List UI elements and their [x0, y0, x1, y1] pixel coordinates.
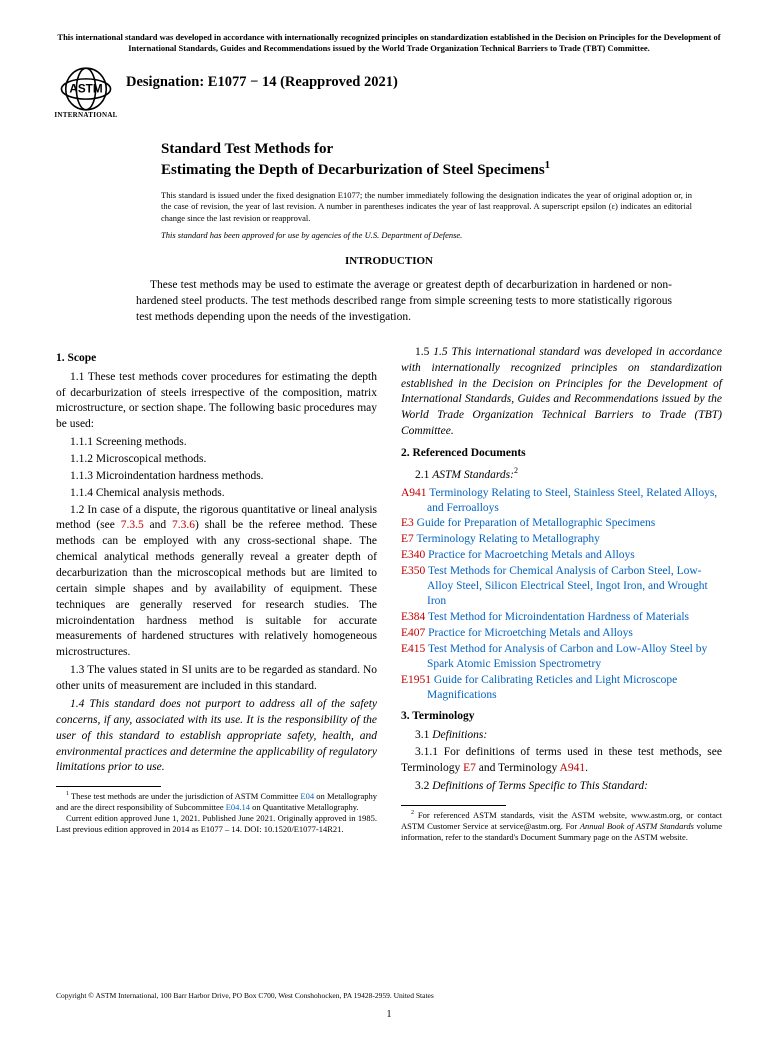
- section-3-heading: 3. Terminology: [401, 709, 722, 725]
- reference-title: Guide for Preparation of Metallographic …: [414, 517, 655, 529]
- designation-line: Designation: E1077 − 14 (Reapproved 2021…: [126, 65, 398, 93]
- link-736[interactable]: 7.3.6: [172, 519, 195, 531]
- reference-title: Test Method for Microindentation Hardnes…: [425, 611, 689, 623]
- svg-text:ASTM: ASTM: [69, 83, 102, 96]
- reference-title: Terminology Relating to Steel, Stainless…: [427, 487, 718, 514]
- reference-code: E7: [401, 533, 414, 545]
- para-3-1-1: 3.1.1 For definitions of terms used in t…: [401, 745, 722, 777]
- reference-item[interactable]: E3 Guide for Preparation of Metallograph…: [401, 516, 722, 531]
- copyright-line: Copyright © ASTM International, 100 Barr…: [56, 991, 722, 1001]
- logo-subtext: INTERNATIONAL: [54, 111, 117, 120]
- link-735[interactable]: 7.3.5: [121, 519, 144, 531]
- reference-title: Practice for Microetching Metals and All…: [425, 627, 633, 639]
- reference-code: E415: [401, 643, 425, 655]
- reference-item[interactable]: A941 Terminology Relating to Steel, Stai…: [401, 486, 722, 516]
- introduction-heading: INTRODUCTION: [56, 254, 722, 269]
- para-2-1: 2.1 ASTM Standards:2: [401, 465, 722, 484]
- title-block: Standard Test Methods for Estimating the…: [161, 140, 722, 180]
- reference-item[interactable]: E407 Practice for Microetching Metals an…: [401, 626, 722, 641]
- footnote-rule-left: [56, 786, 161, 787]
- astm-logo-icon: ASTM: [59, 65, 113, 113]
- title-main: Estimating the Depth of Decarburization …: [161, 159, 722, 180]
- reference-code: E1951: [401, 674, 431, 686]
- issuance-note: This standard is issued under the fixed …: [161, 190, 692, 224]
- introduction-body: These test methods may be used to estima…: [136, 277, 672, 325]
- reference-code: E340: [401, 549, 425, 561]
- para-1-3: 1.3 The values stated in SI units are to…: [56, 663, 377, 695]
- reference-item[interactable]: E340 Practice for Macroetching Metals an…: [401, 548, 722, 563]
- reference-item[interactable]: E415 Test Method for Analysis of Carbon …: [401, 642, 722, 672]
- page-footer: Copyright © ASTM International, 100 Barr…: [56, 991, 722, 1021]
- title-lead: Standard Test Methods for: [161, 140, 722, 159]
- para-1-1-3: 1.1.3 Microindentation hardness methods.: [70, 469, 377, 485]
- footnote-rule-right: [401, 805, 506, 806]
- para-1-1-1: 1.1.1 Screening methods.: [70, 435, 377, 451]
- para-1-1: 1.1 These test methods cover procedures …: [56, 370, 377, 433]
- footnote-1-p2: Current edition approved June 1, 2021. P…: [56, 813, 377, 835]
- reference-item[interactable]: E1951 Guide for Calibrating Reticles and…: [401, 673, 722, 703]
- reference-title: Test Methods for Chemical Analysis of Ca…: [425, 565, 707, 607]
- dod-approval-note: This standard has been approved for use …: [161, 230, 692, 241]
- para-3-2: 3.2 Definitions of Terms Specific to Thi…: [401, 779, 722, 795]
- footnote-2: 2 For referenced ASTM standards, visit t…: [401, 810, 722, 843]
- references-list: A941 Terminology Relating to Steel, Stai…: [401, 486, 722, 703]
- link-e0414[interactable]: E04.14: [226, 802, 250, 812]
- left-column: 1. Scope 1.1 These test methods cover pr…: [56, 345, 377, 843]
- link-e7[interactable]: E7: [463, 762, 476, 774]
- astm-logo: ASTM INTERNATIONAL: [56, 65, 116, 120]
- reference-title: Practice for Macroetching Metals and All…: [425, 549, 635, 561]
- right-column: 1.5 1.5 This international standard was …: [401, 345, 722, 843]
- footnote-1: 1 These test methods are under the juris…: [56, 791, 377, 813]
- para-1-1-4: 1.1.4 Chemical analysis methods.: [70, 486, 377, 502]
- para-1-1-2: 1.1.2 Microscopical methods.: [70, 452, 377, 468]
- reference-code: E407: [401, 627, 425, 639]
- reference-code: A941: [401, 487, 427, 499]
- reference-code: E384: [401, 611, 425, 623]
- link-e04[interactable]: E04: [300, 791, 314, 801]
- para-3-1: 3.1 Definitions:: [401, 728, 722, 744]
- para-1-2: 1.2 In case of a dispute, the rigorous q…: [56, 503, 377, 662]
- link-a941[interactable]: A941: [560, 762, 586, 774]
- reference-item[interactable]: E350 Test Methods for Chemical Analysis …: [401, 564, 722, 609]
- header-block: ASTM INTERNATIONAL Designation: E1077 − …: [56, 65, 722, 120]
- page-number: 1: [56, 1008, 722, 1022]
- reference-code: E350: [401, 565, 425, 577]
- reference-item[interactable]: E384 Test Method for Microindentation Ha…: [401, 610, 722, 625]
- para-1-5: 1.5 1.5 This international standard was …: [401, 345, 722, 440]
- reference-title: Terminology Relating to Metallography: [414, 533, 600, 545]
- top-notice: This international standard was develope…: [56, 32, 722, 55]
- body-columns: 1. Scope 1.1 These test methods cover pr…: [56, 345, 722, 843]
- section-2-heading: 2. Referenced Documents: [401, 446, 722, 462]
- para-1-4: 1.4 This standard does not purport to ad…: [56, 697, 377, 776]
- reference-code: E3: [401, 517, 414, 529]
- section-1-heading: 1. Scope: [56, 351, 377, 367]
- reference-title: Test Method for Analysis of Carbon and L…: [425, 643, 707, 670]
- reference-title: Guide for Calibrating Reticles and Light…: [427, 674, 677, 701]
- reference-item[interactable]: E7 Terminology Relating to Metallography: [401, 532, 722, 547]
